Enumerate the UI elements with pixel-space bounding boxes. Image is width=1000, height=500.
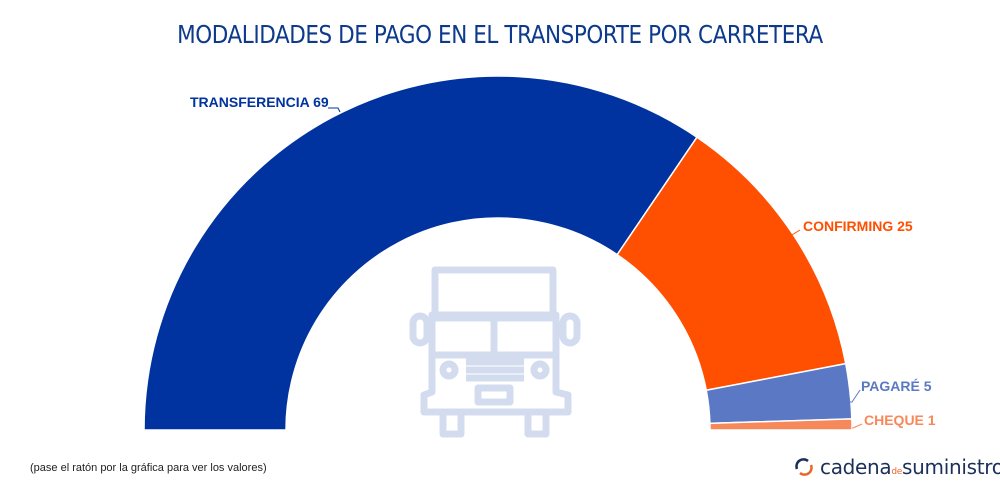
logo-refresh-icon <box>795 458 813 476</box>
logo-text-main: cadena <box>820 455 892 479</box>
logo-text-de: de <box>891 467 903 477</box>
leader-line <box>781 229 801 242</box>
leader-line <box>852 423 863 429</box>
slice-cheque[interactable] <box>709 418 853 431</box>
data-label: PAGARÉ 5 <box>861 378 932 394</box>
data-label: CHEQUE 1 <box>864 412 936 428</box>
leader-line <box>328 107 341 113</box>
data-label: TRANSFERENCIA 69 <box>190 94 329 110</box>
data-label: CONFIRMING 25 <box>803 218 913 234</box>
logo: cadenadesuministro <box>794 455 1000 479</box>
truck-icon <box>409 266 581 438</box>
hover-hint: (pase el ratón por la gráfica para ver l… <box>30 462 267 474</box>
logo-text-end: suministro <box>902 455 1000 479</box>
chart-title: MODALIDADES DE PAGO EN EL TRANSPORTE POR… <box>177 20 823 49</box>
slice-transferencia[interactable] <box>143 75 699 431</box>
leader-line <box>850 389 861 403</box>
